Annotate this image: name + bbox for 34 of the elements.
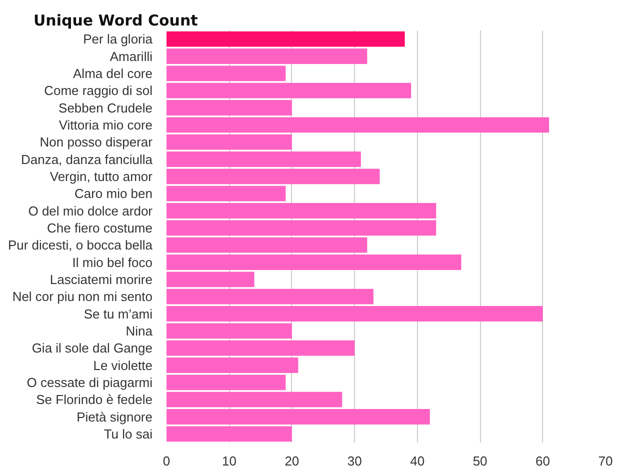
y-tick-label: Le violette [93,358,153,373]
y-tick-label: Per la gloria [83,32,154,47]
y-tick-label: Lasciatemi morire [50,272,153,287]
y-tick-label: Tu lo sai [104,426,153,442]
x-tick-label: 50 [472,454,488,468]
y-tick-label: Gia il sole dal Gange [32,340,153,356]
x-tick-label: 30 [347,454,362,468]
y-tick-label: Pietà signore [76,409,153,424]
y-tick-label: Sebben Crudele [58,100,153,116]
y-tick-label: O del mio dolce ardor [28,203,154,218]
y-tick-label: Vergin, tutto amor [50,168,154,184]
chart-title: Unique Word Count [34,12,198,30]
y-tick-label: Se tu m’ami [84,306,153,322]
x-tick-label: 60 [536,454,550,468]
x-tick-label: 70 [598,454,613,468]
y-tick-label: Nel cor piu non mi sento [12,289,153,304]
y-tick-label: Amarilli [110,48,153,64]
y-tick-label: Il mio bel foco [72,254,152,270]
x-tick-label: 0 [162,454,170,468]
y-tick-label: Danza, danza fanciulla [20,152,154,167]
y-tick-label: Se Florindo è fedele [36,392,153,408]
y-tick-label: Vittoria mio core [58,117,152,132]
x-tick-label: 20 [284,454,300,468]
y-tick-label: Pur dicesti, o bocca bella [8,238,154,253]
y-tick-label: Caro mio ben [74,186,153,202]
y-tick-label: Che fiero costume [47,220,153,236]
y-tick-label: Non posso disperar [40,134,154,150]
y-tick-label: Nina [126,323,154,338]
x-tick-label: 40 [410,454,425,468]
x-tick-label: 10 [222,454,236,468]
y-tick-label: Alma del core [73,66,153,81]
y-tick-label: Come raggio di sol [44,83,153,98]
bar [166,31,405,47]
y-tick-label: O cessate di piagarmi [26,374,153,390]
